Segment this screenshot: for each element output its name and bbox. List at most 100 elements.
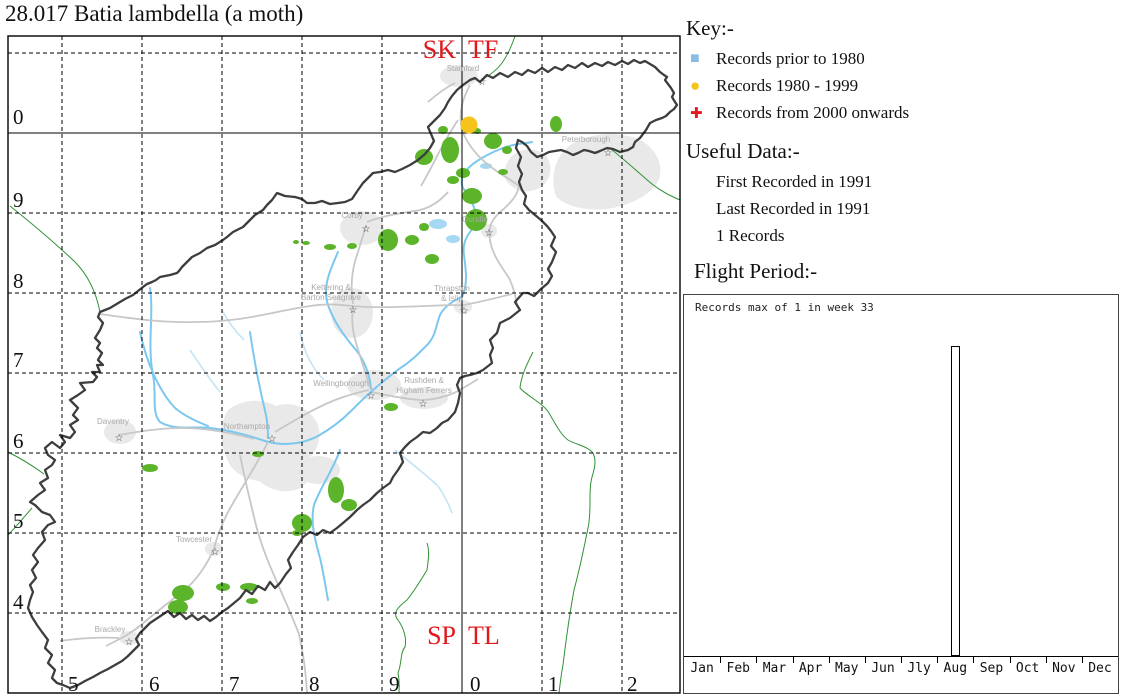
grid-row-label: 9 [13, 188, 24, 212]
town-star-icon: ☆ [115, 433, 124, 444]
record-markers [460, 116, 478, 134]
chart-month-labels: Jan Feb Mar Apr May Jun Jly Aug Sep Oct Nov Dec [684, 659, 1118, 676]
town-label: Daventry [97, 417, 129, 426]
grid-row-labels: 0 9 8 7 6 5 4 [13, 105, 24, 614]
town-star-icon: ☆ [367, 391, 376, 402]
month-label: May [835, 661, 859, 676]
key-item: ■ Records prior to 1980 [686, 45, 1122, 72]
axis-tick [901, 656, 902, 663]
town-star-icon: ☆ [349, 305, 358, 316]
grid-letter: TF [468, 35, 498, 64]
town-label: Kettering & [311, 283, 351, 292]
grid-row-label: 0 [13, 105, 24, 129]
town-label: Barton Seagrave [301, 293, 362, 302]
grid-col-label: 6 [149, 672, 160, 696]
useful-data-line: 1 Records [716, 226, 785, 245]
town-label: Peterborough [562, 135, 610, 144]
axis-tick [828, 656, 830, 663]
key-item-label: Records from 2000 onwards [716, 102, 910, 122]
axis-tick [720, 656, 722, 663]
town-star-icon: ☆ [604, 148, 613, 159]
flight-period-chart: Records max of 1 in week 33 Jan Feb Mar Apr… [683, 294, 1119, 694]
town-label: Oundle [462, 215, 488, 224]
town-label: Wellingborough [313, 379, 368, 388]
record-marker-1980-1999 [460, 116, 478, 134]
axis-tick [1045, 656, 1047, 663]
grid-col-label: 9 [389, 672, 400, 696]
town-star-icon: ☆ [460, 306, 469, 317]
circle-marker-icon: ● [690, 75, 701, 95]
town-label: Northampton [224, 422, 270, 431]
month-label: Dec [1088, 661, 1112, 676]
month-label: Feb [726, 661, 750, 676]
town-label: Rushden & [404, 376, 444, 385]
grid-col-label: 2 [627, 672, 638, 696]
rivers [139, 141, 533, 601]
woodland-patches [142, 116, 562, 614]
key-item: ✚ Records from 2000 onwards [686, 99, 1122, 126]
town-label: Thrapston [434, 284, 470, 293]
axis-tick [792, 656, 794, 663]
town-star-icon: ☆ [125, 637, 134, 648]
flight-period-bar-week-33 [951, 346, 961, 656]
grid-col-label: 1 [548, 672, 559, 696]
map-grid [7, 35, 681, 694]
grid-square-letters: SK TF SP TL [423, 35, 500, 650]
grid-letter: TL [468, 621, 500, 650]
page-title: 28.017 Batia lambdella (a moth) [5, 1, 304, 26]
town-markers: Stamford☆Peterborough☆Corby☆Oundle☆Kette… [95, 64, 613, 648]
useful-data-line: First Recorded in 1991 [716, 172, 873, 191]
lakes [429, 163, 492, 243]
town-label: Stamford [447, 64, 479, 73]
key-title: Key:- [686, 16, 734, 40]
square-marker-icon: ■ [690, 49, 700, 67]
grid-col-label: 7 [229, 672, 240, 696]
month-label: Sep [979, 661, 1004, 676]
grid-col-label: 0 [470, 672, 481, 696]
cross-marker-icon: ✚ [690, 103, 703, 122]
axis-tick [1009, 656, 1011, 663]
axis-tick [937, 656, 939, 663]
grid-row-label: 4 [13, 590, 24, 614]
month-label: Aug [943, 661, 968, 676]
axis-tick [973, 656, 975, 663]
month-label: Oct [1015, 661, 1040, 676]
axis-tick [1081, 656, 1083, 663]
town-label: & Islip [441, 294, 463, 303]
grid-row-label: 7 [13, 348, 24, 372]
urban-areas [104, 65, 661, 645]
info-panel: Key:- ■ Records prior to 1980 ● Records 198… [686, 16, 1122, 284]
town-label: Corby [341, 211, 362, 220]
month-label: Jly [907, 661, 931, 676]
useful-data-list: First Recorded in 1991 Last Recorded in 1… [686, 168, 1122, 249]
month-label: Nov [1052, 661, 1076, 676]
county-boundary [26, 58, 679, 690]
town-star-icon: ☆ [485, 228, 494, 239]
town-label: Brackley [95, 625, 126, 634]
grid-row-label: 5 [13, 509, 24, 533]
flight-period-title: Flight Period:- [694, 259, 818, 283]
axis-tick [756, 656, 758, 663]
town-label: Towcester [176, 535, 212, 544]
axis-tick [864, 656, 866, 663]
town-star-icon: ☆ [478, 77, 487, 88]
roads [59, 82, 520, 694]
grid-col-labels: 5 6 7 8 9 0 1 2 [68, 672, 638, 696]
grid-letter: SP [427, 621, 456, 650]
streams [189, 309, 453, 514]
grid-col-label: 5 [68, 672, 79, 696]
town-label: Higham Ferrers [396, 386, 452, 395]
grid-col-label: 8 [309, 672, 320, 696]
town-star-icon: ☆ [268, 434, 277, 445]
town-star-icon: ☆ [419, 399, 428, 410]
key-item-label: Records 1980 - 1999 [716, 75, 859, 95]
month-label: Jun [871, 661, 895, 676]
town-star-icon: ☆ [211, 547, 220, 558]
grid-row-label: 8 [13, 269, 24, 293]
town-star-icon: ☆ [362, 224, 371, 235]
key-item-label: Records prior to 1980 [716, 48, 865, 68]
grid-row-label: 6 [13, 429, 24, 453]
useful-data-line: Last Recorded in 1991 [716, 199, 871, 218]
key-item: ● Records 1980 - 1999 [686, 72, 1122, 99]
